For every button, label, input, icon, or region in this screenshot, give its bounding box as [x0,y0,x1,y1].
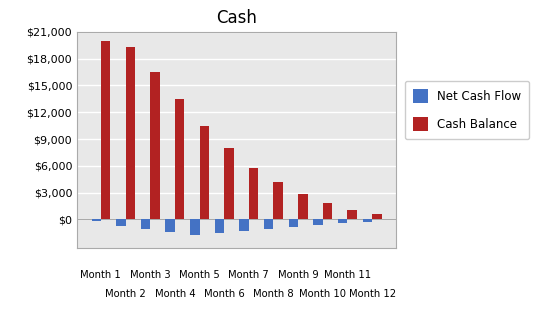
Text: Month 5: Month 5 [179,270,220,280]
Text: Month 10: Month 10 [299,289,346,299]
Bar [363,219,372,222]
Bar [323,204,332,219]
Bar [249,168,258,219]
Bar [141,219,150,229]
Bar [190,219,200,235]
Text: Month 12: Month 12 [349,289,395,299]
Text: Month 1: Month 1 [80,270,121,280]
Text: Month 2: Month 2 [105,289,146,299]
Text: Month 7: Month 7 [228,270,269,280]
Bar [101,41,110,219]
Text: Month 4: Month 4 [155,289,195,299]
Bar [348,210,357,219]
Bar [116,219,125,226]
Bar [298,194,307,219]
Text: Month 3: Month 3 [130,270,170,280]
Legend: Net Cash Flow, Cash Balance: Net Cash Flow, Cash Balance [405,81,529,139]
Bar [224,148,234,219]
Text: Month 6: Month 6 [204,289,245,299]
Bar [175,99,184,219]
Text: Month 11: Month 11 [324,270,371,280]
Bar [125,47,135,219]
Bar [338,219,348,223]
Bar [264,219,273,229]
Bar [215,219,224,233]
Bar [372,214,382,219]
Bar [91,219,101,221]
Bar [150,72,159,219]
Text: Month 9: Month 9 [278,270,318,280]
Bar [166,219,175,232]
Title: Cash: Cash [216,10,257,27]
Text: Month 8: Month 8 [253,289,294,299]
Bar [314,219,323,225]
Bar [239,219,249,231]
Bar [200,126,209,219]
Bar [273,182,283,219]
Bar [289,219,298,227]
